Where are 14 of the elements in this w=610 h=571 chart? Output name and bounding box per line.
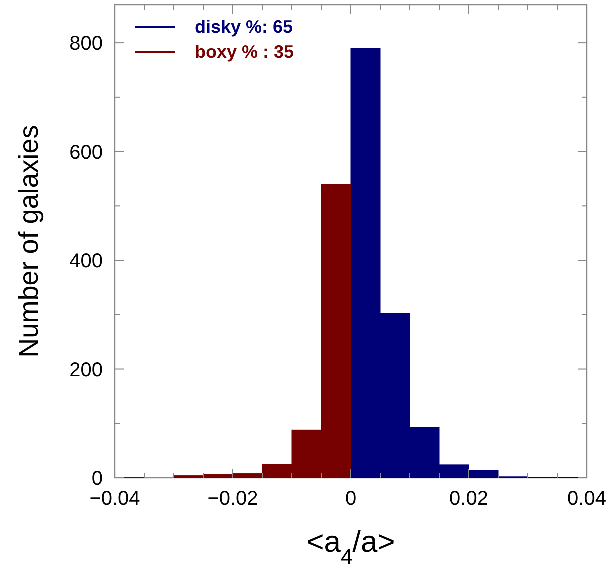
y-axis-title: Number of galaxies xyxy=(14,125,44,358)
x-tick-label: −0.02 xyxy=(208,488,258,510)
legend-label: disky %: 65 xyxy=(195,17,294,37)
x-tick-label: 0 xyxy=(345,488,357,510)
x-tick-label: 0.04 xyxy=(568,488,606,510)
y-tick-label: 200 xyxy=(70,359,103,382)
x-tick-label: −0.04 xyxy=(90,488,140,510)
y-tick-label: 400 xyxy=(70,250,103,273)
legend-label: boxy % : 35 xyxy=(195,42,294,62)
y-tick-label: 600 xyxy=(70,142,103,164)
y-tick-label: 0 xyxy=(92,468,103,490)
x-tick-label: 0.02 xyxy=(450,488,488,510)
y-tick-label: 800 xyxy=(70,33,103,56)
x-axis-title: <a$_{4}$/a> xyxy=(306,526,396,568)
